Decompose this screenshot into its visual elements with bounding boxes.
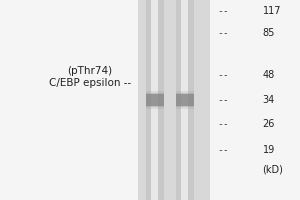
Text: --: -- xyxy=(218,6,230,16)
Text: 85: 85 xyxy=(262,28,275,38)
Text: --: -- xyxy=(218,119,230,129)
Bar xyxy=(176,94,194,106)
Text: 19: 19 xyxy=(262,145,275,155)
Bar xyxy=(146,94,164,106)
Bar xyxy=(176,91,194,109)
Text: C/EBP epsilon --: C/EBP epsilon -- xyxy=(49,78,131,88)
Bar xyxy=(146,93,164,107)
Bar xyxy=(151,0,158,200)
Bar xyxy=(176,0,194,200)
Text: --: -- xyxy=(218,70,230,80)
Text: --: -- xyxy=(218,28,230,38)
Text: 48: 48 xyxy=(262,70,275,80)
Text: --: -- xyxy=(218,145,230,155)
Bar xyxy=(181,0,188,200)
Bar xyxy=(138,0,210,200)
Text: (kD): (kD) xyxy=(262,164,284,174)
Text: 117: 117 xyxy=(262,6,281,16)
Text: (pThr74): (pThr74) xyxy=(68,66,112,76)
Bar xyxy=(176,93,194,107)
Text: 34: 34 xyxy=(262,95,275,105)
Bar xyxy=(146,91,164,109)
Text: --: -- xyxy=(218,95,230,105)
Bar xyxy=(146,0,164,200)
Text: 26: 26 xyxy=(262,119,275,129)
